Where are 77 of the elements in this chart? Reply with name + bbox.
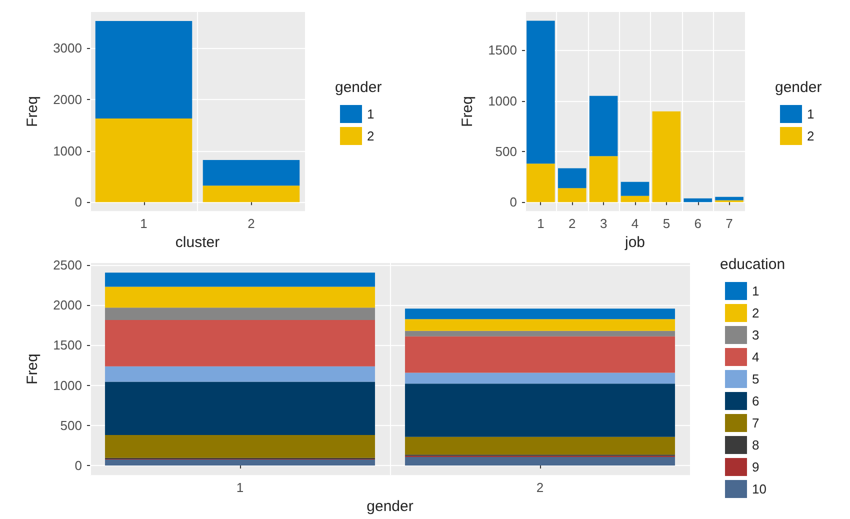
y-tick-label: 1000 (53, 378, 82, 393)
bar (105, 272, 375, 287)
y-tick-label: 2000 (53, 92, 82, 107)
legend-label: 10 (752, 482, 766, 496)
bar (620, 196, 650, 202)
y-axis-title: Freq (459, 96, 476, 127)
y-tick-label: 500 (495, 144, 517, 159)
x-tick-label: 3 (600, 216, 608, 232)
bar (405, 457, 675, 466)
y-axis-title: Freq (24, 354, 41, 384)
bar (526, 164, 555, 202)
x-tick-label: 1 (537, 216, 544, 232)
x-axis-title: gender (366, 498, 414, 515)
y-tick-label: 0 (510, 194, 517, 210)
y-tick-label: 3000 (53, 40, 82, 56)
bar (558, 188, 586, 202)
bar (105, 308, 375, 320)
legend-label: 7 (752, 416, 760, 430)
bar (405, 308, 675, 320)
bar (95, 21, 192, 118)
bar (105, 286, 375, 308)
x-axis-title: cluster (175, 234, 220, 251)
bar (95, 118, 192, 202)
bar (202, 186, 300, 202)
bar (105, 459, 375, 466)
bar (105, 366, 375, 382)
bar (405, 384, 675, 437)
bar (526, 20, 555, 164)
bar (589, 96, 618, 156)
bar (715, 196, 744, 200)
y-tick-label: 0 (74, 194, 82, 210)
y-tick-label: 2000 (53, 298, 82, 313)
legend-label: 8 (752, 438, 760, 452)
legend-title: education (720, 256, 786, 273)
x-tick-label: 5 (662, 216, 670, 232)
legend-label: 5 (752, 372, 760, 386)
bar (589, 156, 618, 202)
bar (105, 320, 375, 366)
bar (105, 382, 375, 435)
bar (405, 319, 675, 331)
legend-label: 1 (367, 106, 374, 122)
y-tick-label: 1500 (488, 42, 517, 58)
y-tick-label: 500 (60, 418, 82, 433)
legend-title: gender (335, 79, 382, 96)
x-tick-label: 2 (248, 216, 255, 232)
x-tick-label: 2 (568, 216, 576, 232)
legend-label: 9 (752, 460, 760, 474)
legend-label: 6 (752, 394, 760, 408)
bar (405, 330, 675, 336)
x-tick-label: 7 (726, 216, 733, 232)
bar (652, 111, 681, 202)
y-axis-title: Freq (24, 96, 41, 127)
y-tick-label: 1000 (488, 93, 517, 108)
x-axis-title: job (624, 234, 646, 251)
bar (202, 160, 300, 186)
bar (620, 182, 650, 196)
y-tick-label: 1500 (53, 338, 82, 353)
x-tick-label: 1 (140, 216, 148, 232)
y-tick-label: 2500 (53, 257, 82, 272)
bar (558, 168, 586, 188)
y-tick-label: 1000 (53, 143, 82, 158)
x-tick-label: 6 (694, 216, 702, 232)
legend-label: 1 (752, 284, 760, 298)
legend-label: 2 (752, 306, 760, 320)
legend-label: 3 (752, 328, 760, 342)
bar (405, 336, 675, 373)
legend-label: 2 (367, 128, 374, 144)
legend-label: 4 (752, 350, 760, 364)
legend-title: gender (775, 79, 822, 96)
bar (105, 434, 375, 458)
bar (684, 198, 712, 202)
legend-label: 2 (807, 128, 814, 144)
x-tick-label: 4 (631, 216, 639, 232)
y-tick-label: 0 (74, 458, 82, 473)
bar (405, 436, 675, 455)
bar (405, 372, 675, 384)
legend-label: 1 (807, 106, 814, 122)
